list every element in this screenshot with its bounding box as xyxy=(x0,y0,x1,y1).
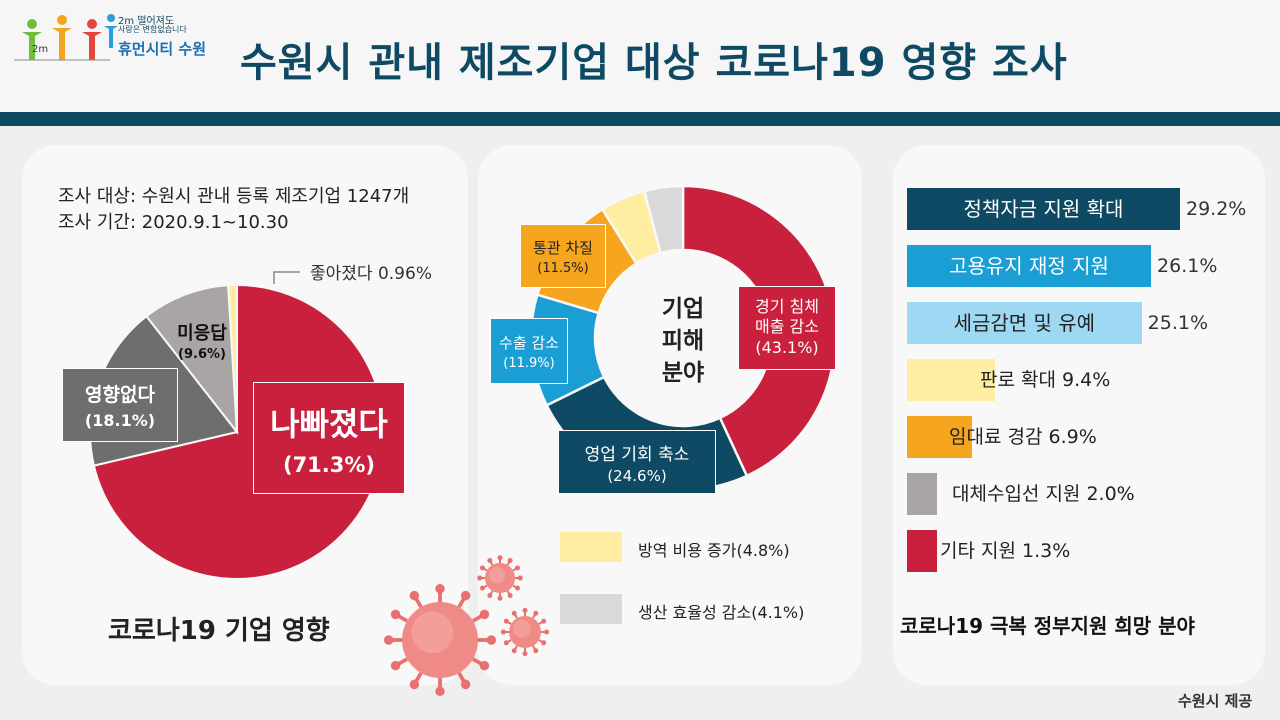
slice-label-no-effect-name: 영향없다 xyxy=(85,384,155,406)
logo-badge: 2m xyxy=(32,44,49,55)
bar-other-label: 기타 지원 1.3% xyxy=(940,540,1071,562)
pie-slice-no-answer xyxy=(145,284,239,436)
bar-employment xyxy=(907,245,1152,287)
bar-employment-value: 26.1% xyxy=(1157,255,1218,277)
bar-import-label: 대체수입선 지원 2.0% xyxy=(952,483,1135,505)
slice-label-business-value: (24.6%) xyxy=(607,466,667,485)
logo-line1: 2m 떨어져도 xyxy=(118,16,175,27)
legend-label-quarantine: 방역 비용 증가(4.8%) xyxy=(638,541,790,560)
credit-text: 수원시 제공 xyxy=(1178,692,1253,710)
slice-label-sales-line2: 매출 감소 xyxy=(755,317,819,336)
donut-center-label: 분야 xyxy=(662,360,704,386)
slice-label-better: 좋아졌다 0.96% xyxy=(310,264,432,284)
page-title: 수원시 관내 제조기업 대상 코로나19 영향 조사 xyxy=(240,40,1068,86)
slice-label-sales-line1: 경기 침체 xyxy=(755,297,819,316)
support-chart-title: 코로나19 극복 정부지원 희망 분야 xyxy=(900,614,1195,638)
slice-label-export-name: 수출 감소 xyxy=(499,333,559,352)
slice-label-no-answer-value: (9.6%) xyxy=(178,346,226,362)
bar-tax-value: 25.1% xyxy=(1147,312,1209,334)
slice-label-customs-name: 통관 차질 xyxy=(533,238,593,257)
people-figures-icon xyxy=(22,14,118,60)
slice-label-worse-name: 나빠졌다 xyxy=(270,405,388,443)
bar-employment-label: 고용유지 재정 지원 xyxy=(949,254,1109,278)
header-divider xyxy=(0,112,1280,126)
legend-label-efficiency: 생산 효율성 감소(4.1%) xyxy=(638,603,805,622)
bar-tax xyxy=(907,302,1142,344)
virus-icon xyxy=(383,555,550,697)
slice-label-worse: 나빠졌다 (71.3%) xyxy=(253,382,405,494)
slice-label-customs: 통관 차질 (11.5%) xyxy=(520,224,606,288)
slice-label-customs-value: (11.5%) xyxy=(537,260,589,276)
bar-policy-fund-value: 29.2% xyxy=(1186,198,1247,220)
pie-slice-worse xyxy=(92,283,385,580)
slice-label-no-answer-name: 미응답 xyxy=(177,322,227,344)
slice-label-export: 수출 감소 (11.9%) xyxy=(490,318,568,384)
bar-market-label: 판로 확대 9.4% xyxy=(980,369,1111,391)
bar-policy-fund-label: 정책자금 지원 확대 xyxy=(963,197,1124,221)
bar-rent xyxy=(907,416,972,458)
bar-market xyxy=(907,359,995,401)
bar-import xyxy=(907,473,937,515)
survey-target: 조사 대상: 수원시 관내 등록 제조기업 1247개 xyxy=(58,186,410,207)
slice-label-export-value: (11.9%) xyxy=(503,355,555,371)
slice-label-no-effect: 영향없다 (18.1%) xyxy=(62,368,178,442)
logo-line2: 사랑은 변함없습니다 xyxy=(118,25,187,34)
bar-tax-label: 세금감면 및 유예 xyxy=(953,311,1096,335)
bar-other xyxy=(907,530,937,572)
slice-label-sales-value: (43.1%) xyxy=(755,338,819,357)
slice-label-worse-value: (71.3%) xyxy=(282,453,376,477)
slice-label-business: 영업 기회 축소 (24.6%) xyxy=(558,430,716,494)
impact-chart-title: 코로나19 기업 영향 xyxy=(108,616,330,646)
slice-label-no-answer: 미응답 (9.6%) xyxy=(166,316,238,364)
slice-label-no-effect-value: (18.1%) xyxy=(84,411,156,430)
humancity-logo: 2m 2m 떨어져도 사랑은 변함없습니다 휴먼시티 수원 xyxy=(10,8,220,68)
legend-swatch-efficiency xyxy=(560,594,622,624)
donut-center-label: 기업 xyxy=(662,296,704,322)
bar-policy-fund xyxy=(907,188,1180,230)
slice-label-business-name: 영업 기회 축소 xyxy=(584,444,690,465)
slice-label-sales: 경기 침체 매출 감소 (43.1%) xyxy=(738,286,836,370)
pie-slice-better xyxy=(227,283,238,433)
header xyxy=(0,0,1280,112)
survey-period: 조사 기간: 2020.9.1~10.30 xyxy=(58,212,289,233)
donut-slice-efficiency xyxy=(642,184,685,255)
donut-center-label: 피해 xyxy=(662,328,704,354)
support-panel xyxy=(893,145,1265,685)
bar-rent-label: 임대료 경감 6.9% xyxy=(949,426,1097,448)
logo-brand: 휴먼시티 수원 xyxy=(118,40,207,58)
leader-line-better xyxy=(273,271,300,284)
legend-swatch-quarantine xyxy=(560,532,622,562)
